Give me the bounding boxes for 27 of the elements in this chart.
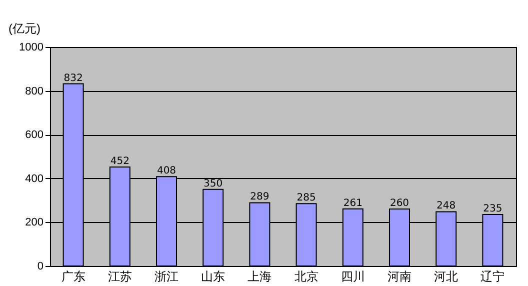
y-tick-label: 800 <box>25 85 44 98</box>
x-tick-label: 江苏 <box>108 270 132 284</box>
data-label: 235 <box>483 204 502 215</box>
data-label: 832 <box>64 72 83 84</box>
x-tick-label: 广东 <box>61 270 86 284</box>
data-label: 285 <box>296 192 316 204</box>
x-tick-label: 北京 <box>294 270 318 284</box>
data-label: 408 <box>156 166 176 177</box>
data-label: 452 <box>110 156 130 168</box>
x-tick-label: 河北 <box>434 270 458 284</box>
data-label: 248 <box>436 200 456 212</box>
data-label: 289 <box>250 192 270 203</box>
y-tick-label: 0 <box>37 260 44 272</box>
data-label: 260 <box>390 198 410 210</box>
y-axis-title: (亿元) <box>8 22 40 36</box>
y-tick-label: 200 <box>25 216 44 229</box>
y-tick-label: 600 <box>25 129 44 142</box>
x-tick-label: 山东 <box>201 270 226 284</box>
data-label: 261 <box>343 198 362 209</box>
y-tick-label: 1000 <box>19 42 44 54</box>
x-tick-label: 河南 <box>388 270 412 284</box>
data-label: 350 <box>204 178 223 190</box>
x-tick-label: 辽宁 <box>480 270 505 284</box>
x-tick-label: 上海 <box>248 270 272 284</box>
y-tick-label: 400 <box>25 172 44 185</box>
x-tick-label: 四川 <box>340 270 365 284</box>
x-tick-label: 浙江 <box>154 270 178 284</box>
